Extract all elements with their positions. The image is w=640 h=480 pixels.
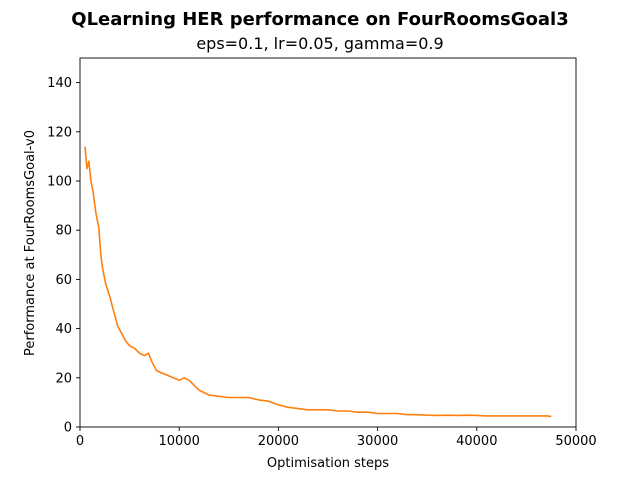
y-tick-label: 140 xyxy=(47,76,72,91)
y-tick-label: 0 xyxy=(64,421,72,436)
y-tick-label: 20 xyxy=(55,371,72,386)
x-tick-label: 0 xyxy=(76,434,84,449)
y-tick-label: 120 xyxy=(47,125,72,140)
x-tick-label: 30000 xyxy=(357,434,398,449)
y-axis-label: Performance at FourRoomsGoal-v0 xyxy=(23,130,38,356)
x-tick-label: 50000 xyxy=(555,434,596,449)
chart-title: QLearning HER performance on FourRoomsGo… xyxy=(71,9,568,30)
plot-frame xyxy=(79,57,577,428)
x-tick-label: 10000 xyxy=(159,434,200,449)
y-tick-label: 40 xyxy=(55,322,72,337)
y-tick-label: 60 xyxy=(55,273,72,288)
x-tick-label: 40000 xyxy=(456,434,497,449)
series-line-0 xyxy=(84,146,552,418)
chart-subtitle: eps=0.1, lr=0.05, gamma=0.9 xyxy=(196,34,443,53)
x-axis-label: Optimisation steps xyxy=(267,456,389,471)
y-tick-label: 100 xyxy=(47,175,72,190)
y-tick-label: 80 xyxy=(55,224,72,239)
x-tick-label: 20000 xyxy=(258,434,299,449)
plot-area: 0 10000 20000 30000 40000 50000 0 20 40 60 80 100 12… xyxy=(47,57,597,449)
